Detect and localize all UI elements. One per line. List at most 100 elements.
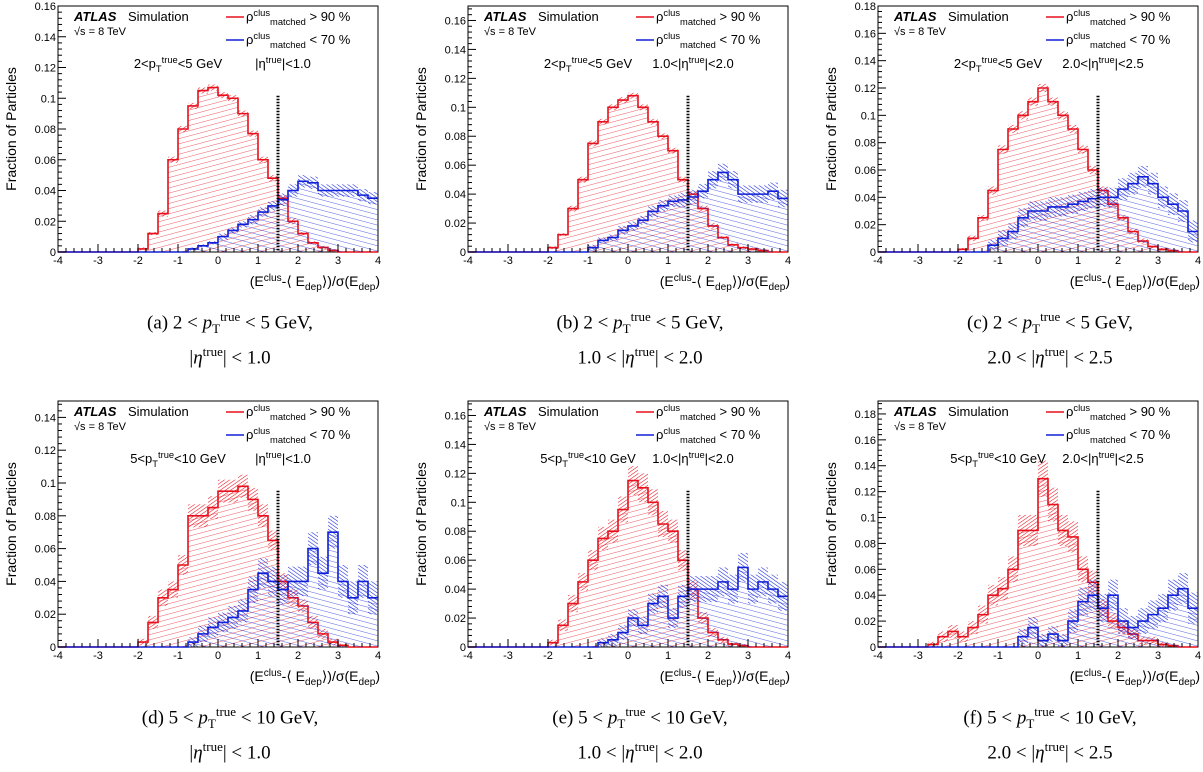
- x-tick-label: 0: [625, 650, 631, 662]
- y-tick-label: 0.04: [35, 186, 56, 198]
- x-tick-label: 4: [1195, 255, 1201, 267]
- legend-red: ρclusmatched > 90 %: [246, 403, 351, 422]
- y-tick-label: 0.02: [35, 216, 56, 228]
- energy-label: √s = 8 TeV: [894, 421, 947, 433]
- atlas-label: ATLAS: [483, 9, 527, 24]
- atlas-label: ATLAS: [73, 404, 117, 419]
- y-tick-label: 0.02: [445, 613, 466, 625]
- y-tick-label: 0.16: [445, 15, 466, 27]
- x-axis-label: (Eclus-⟨ Edep⟩)/σ(Edep): [660, 668, 790, 688]
- y-tick-label: 0: [870, 247, 876, 259]
- y-tick-label: 0: [50, 247, 56, 259]
- pt-bin-label: 2<pTtrue<5 GeV: [544, 55, 633, 74]
- y-tick-label: 0.08: [445, 131, 466, 143]
- x-tick-label: -3: [913, 650, 923, 662]
- histogram-panel-6: -4 -3 -2 -1 0 1 2 3 4 0.02 0.04 0.06 0.08 0.1 0.12 0.14…: [823, 400, 1201, 688]
- x-tick-label: 2: [705, 255, 711, 267]
- x-tick-label: -3: [503, 650, 513, 662]
- eta-bin-label: 2.0<|ηtrue|<2.5: [1062, 55, 1143, 71]
- y-tick-label: 0.06: [35, 544, 56, 556]
- y-tick-label: 0.12: [35, 63, 56, 75]
- x-tick-label: 0: [1035, 255, 1041, 267]
- y-tick-label: 0.1: [861, 110, 876, 122]
- y-axis-label: Fraction of Particles: [3, 462, 19, 586]
- y-tick-label: 0.14: [35, 412, 56, 424]
- simulation-label: Simulation: [128, 404, 189, 419]
- pt-bin-label: 5<pTtrue<10 GeV: [130, 450, 226, 469]
- y-axis-label: Fraction of Particles: [3, 67, 19, 191]
- x-tick-label: -1: [993, 650, 1003, 662]
- y-tick-label: 0.06: [445, 555, 466, 567]
- simulation-label: Simulation: [538, 9, 599, 24]
- series-blue: [58, 515, 378, 648]
- y-tick-label: 0: [870, 642, 876, 654]
- y-tick-label: 0.18: [855, 409, 876, 421]
- y-tick-label: 0.06: [855, 165, 876, 177]
- histogram-panel-1: -4 -3 -2 -1 0 1 2 3 4 0.02 0.04 0.06 0.08 0.1 0.12 0.14…: [3, 1, 381, 293]
- x-tick-label: -3: [93, 650, 103, 662]
- x-tick-label: 2: [705, 650, 711, 662]
- x-tick-label: -4: [463, 255, 473, 267]
- y-tick-label: 0.14: [35, 32, 56, 44]
- x-axis-label: (Eclus-⟨ Edep⟩)/σ(Edep): [660, 273, 790, 293]
- y-tick-label: 0.02: [445, 218, 466, 230]
- x-axis-label: (Eclus-⟨ Edep⟩)/σ(Edep): [250, 668, 380, 688]
- x-axis-label: (Eclus-⟨ Edep⟩)/σ(Edep): [1070, 668, 1200, 688]
- series-blue: [878, 165, 1198, 253]
- x-tick-label: 3: [745, 650, 751, 662]
- x-tick-label: 3: [745, 255, 751, 267]
- x-tick-label: 4: [375, 255, 381, 267]
- energy-label: √s = 8 TeV: [74, 421, 127, 433]
- y-tick-label: 0.04: [855, 590, 876, 602]
- x-tick-label: 1: [1075, 255, 1081, 267]
- x-tick-label: -1: [173, 255, 183, 267]
- y-tick-label: 0.12: [35, 445, 56, 457]
- y-tick-label: 0.14: [445, 439, 466, 451]
- y-tick-label: 0.08: [35, 124, 56, 136]
- y-tick-label: 0.12: [445, 468, 466, 480]
- x-tick-label: -3: [93, 255, 103, 267]
- series-blue: [468, 552, 788, 648]
- panel-caption: (b) 2 < pTtrue < 5 GeV, 1.0 < |ηtrue| < 2…: [556, 309, 724, 369]
- pt-bin-label: 2<pTtrue<5 GeV: [134, 55, 223, 74]
- x-tick-label: 1: [665, 650, 671, 662]
- simulation-label: Simulation: [948, 9, 1009, 24]
- outline-blue: [468, 171, 788, 253]
- y-tick-label: 0.04: [445, 584, 466, 596]
- x-tick-label: -4: [873, 255, 883, 267]
- y-tick-label: 0: [460, 247, 466, 259]
- area-red: [878, 478, 1198, 647]
- y-tick-label: 0.1: [451, 497, 466, 509]
- y-tick-label: 0.06: [445, 160, 466, 172]
- histogram-panel-4: -4 -3 -2 -1 0 1 2 3 4 0.02 0.04 0.06 0.08 0.1 0.12 0.14…: [3, 400, 381, 688]
- x-tick-label: 0: [215, 650, 221, 662]
- outline-blue: [878, 587, 1198, 648]
- area-blue: [58, 532, 378, 647]
- outline-blue: [468, 566, 788, 648]
- x-tick-label: 2: [295, 255, 301, 267]
- x-tick-label: 3: [335, 650, 341, 662]
- x-tick-label: -1: [583, 650, 593, 662]
- x-tick-label: -3: [913, 255, 923, 267]
- simulation-label: Simulation: [948, 404, 1009, 419]
- x-tick-label: -2: [953, 255, 963, 267]
- x-tick-label: -4: [873, 650, 883, 662]
- y-tick-label: 0.16: [445, 410, 466, 422]
- eta-bin-label: |ηtrue|<1.0: [255, 450, 311, 466]
- y-tick-label: 0.02: [855, 616, 876, 628]
- y-axis-label: Fraction of Particles: [413, 462, 429, 586]
- x-tick-label: 4: [785, 650, 791, 662]
- legend-blue: ρclusmatched < 70 %: [1066, 31, 1171, 50]
- x-tick-label: -1: [583, 255, 593, 267]
- panel-caption: (c) 2 < pTtrue < 5 GeV, 2.0 < |ηtrue| < 2…: [967, 309, 1133, 369]
- y-tick-label: 0.02: [855, 220, 876, 232]
- x-tick-label: 4: [375, 650, 381, 662]
- x-tick-label: -2: [543, 255, 553, 267]
- legend-red: ρclusmatched > 90 %: [1066, 403, 1171, 422]
- y-tick-label: 0: [50, 642, 56, 654]
- x-tick-label: 2: [295, 650, 301, 662]
- x-tick-label: 4: [785, 255, 791, 267]
- atlas-label: ATLAS: [893, 404, 937, 419]
- legend-blue: ρclusmatched < 70 %: [246, 426, 351, 445]
